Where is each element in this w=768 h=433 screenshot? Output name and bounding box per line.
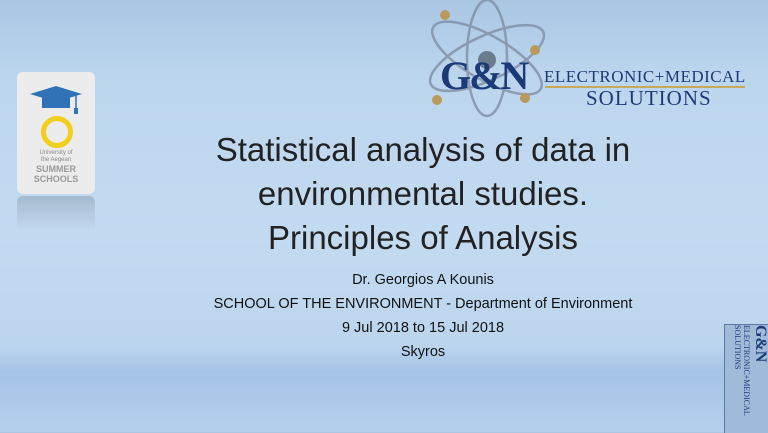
- title-line: environmental studies.: [257, 175, 589, 212]
- author: Dr. Georgios A Kounis: [352, 272, 494, 288]
- university-logo-line: SCHOOLS: [33, 174, 79, 184]
- company-name-line2-small: SOLUTIONS: [733, 325, 742, 370]
- company-monogram-small: G&N: [752, 325, 768, 363]
- company-name-line2: SOLUTIONS: [586, 86, 712, 110]
- company-name-line1-small: ELECTRONIC+MEDICAL: [742, 325, 751, 416]
- title-line: Statistical analysis of data in: [215, 131, 631, 168]
- location: Skyros: [400, 344, 446, 360]
- university-logo: University of the Aegean SUMMER SCHOOLS: [17, 72, 95, 194]
- atom-icon: [428, 0, 546, 118]
- university-logo-text: University of the Aegean SUMMER SCHOOLS: [17, 150, 95, 184]
- university-logo-line: University of: [39, 150, 73, 156]
- company-logo-underline: [545, 86, 745, 88]
- graduation-cap-icon: [30, 86, 82, 114]
- university-logo-line: the Aegean: [40, 157, 72, 163]
- dates: 9 Jul 2018 to 15 Jul 2018: [341, 320, 505, 336]
- company-monogram: G&N: [440, 53, 529, 98]
- company-logo-small: G&N ELECTRONIC+MEDICAL SOLUTIONS: [724, 324, 768, 433]
- company-logo-small-text: G&N ELECTRONIC+MEDICAL SOLUTIONS: [725, 325, 768, 433]
- ring-icon: [41, 116, 73, 148]
- university-logo-line: SUMMER: [36, 164, 76, 174]
- company-name-line1: ELECTRONIC+MEDICAL: [544, 67, 746, 86]
- title-line: Principles of Analysis: [268, 219, 578, 256]
- slide-title: Statistical analysis of data in environm…: [120, 128, 726, 260]
- slide-subtitle: Dr. Georgios A Kounis SCHOOL OF THE ENVI…: [120, 268, 726, 364]
- logo-reflection: [17, 196, 95, 232]
- affiliation: SCHOOL OF THE ENVIRONMENT - Department o…: [213, 296, 633, 312]
